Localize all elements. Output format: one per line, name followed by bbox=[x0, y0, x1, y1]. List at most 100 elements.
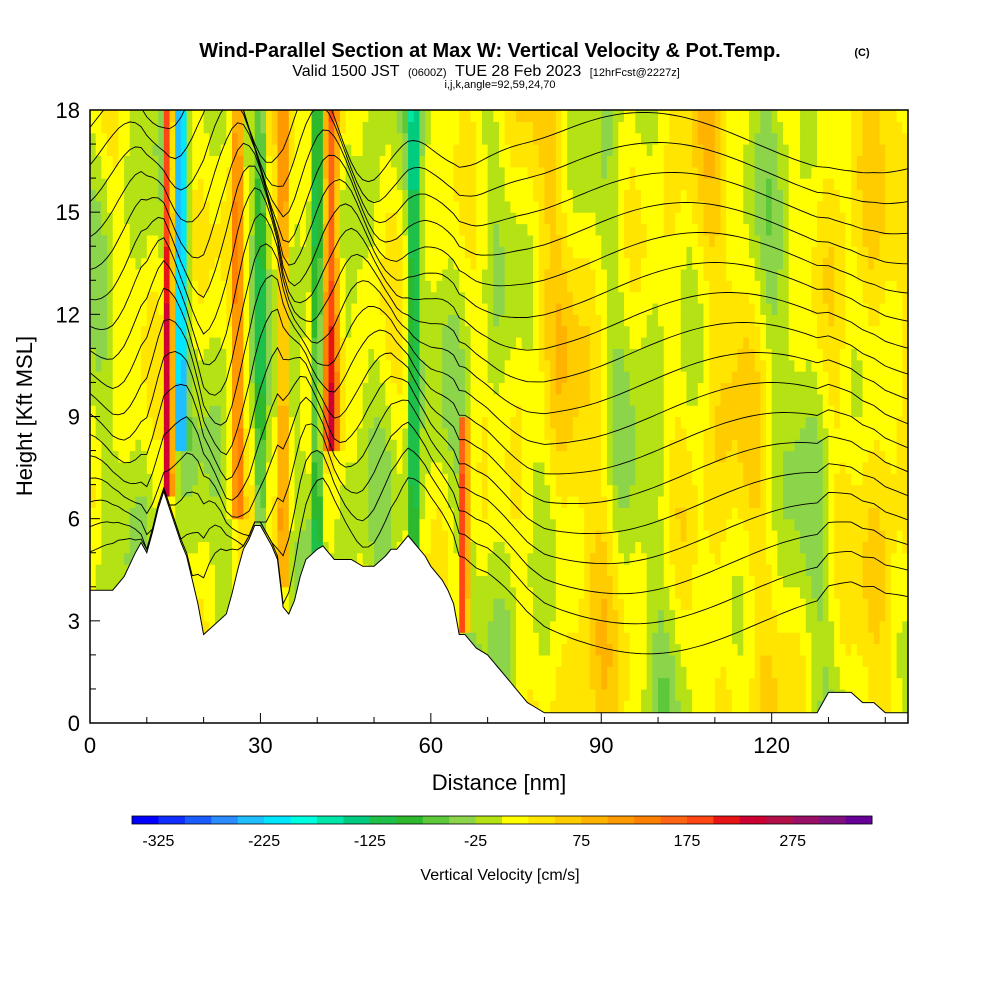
velocity-cell bbox=[209, 348, 216, 361]
velocity-cell bbox=[487, 314, 494, 327]
velocity-cell bbox=[516, 586, 523, 599]
velocity-cell bbox=[464, 223, 472, 236]
velocity-cell bbox=[254, 518, 262, 531]
velocity-cell bbox=[305, 212, 313, 225]
velocity-cell bbox=[101, 484, 108, 497]
velocity-cell bbox=[146, 110, 154, 122]
velocity-cell bbox=[163, 178, 171, 191]
velocity-cell bbox=[345, 473, 352, 486]
velocity-cell bbox=[356, 371, 364, 384]
velocity-cell bbox=[334, 337, 341, 349]
velocity-cell bbox=[334, 223, 341, 236]
velocity-cell bbox=[470, 223, 477, 236]
velocity-cell bbox=[95, 518, 102, 531]
velocity-cell bbox=[356, 416, 364, 429]
velocity-cell bbox=[555, 246, 563, 259]
velocity-cell bbox=[362, 178, 369, 191]
velocity-cell bbox=[396, 484, 404, 497]
velocity-cell bbox=[499, 484, 506, 497]
velocity-cell bbox=[510, 530, 517, 542]
velocity-cell bbox=[589, 246, 597, 259]
velocity-cell bbox=[339, 132, 347, 145]
velocity-cell bbox=[266, 507, 273, 520]
velocity-cell bbox=[447, 507, 455, 520]
velocity-cell bbox=[124, 450, 131, 463]
velocity-cell bbox=[481, 268, 489, 281]
velocity-cell bbox=[146, 382, 154, 395]
velocity-cell bbox=[197, 598, 205, 611]
velocity-cell bbox=[197, 110, 205, 122]
velocity-cell bbox=[561, 268, 568, 281]
velocity-cell bbox=[197, 518, 205, 531]
velocity-cell bbox=[442, 302, 449, 315]
velocity-cell bbox=[135, 530, 142, 542]
velocity-cell bbox=[516, 484, 523, 497]
velocity-cell bbox=[533, 416, 540, 429]
velocity-cell bbox=[430, 382, 438, 395]
velocity-cell bbox=[141, 439, 148, 452]
velocity-cell bbox=[476, 234, 483, 247]
velocity-cell bbox=[112, 280, 119, 293]
velocity-cell bbox=[561, 427, 568, 440]
velocity-cell bbox=[226, 450, 233, 463]
velocity-cell bbox=[169, 371, 176, 384]
velocity-cell bbox=[107, 427, 114, 440]
velocity-cell bbox=[584, 337, 591, 349]
velocity-cell bbox=[112, 178, 119, 191]
velocity-cell bbox=[567, 121, 574, 134]
velocity-cell bbox=[453, 586, 460, 599]
velocity-cell bbox=[317, 450, 324, 463]
velocity-cell bbox=[595, 291, 602, 304]
velocity-cell bbox=[209, 212, 216, 225]
velocity-cell bbox=[589, 598, 597, 611]
velocity-cell bbox=[430, 234, 438, 247]
velocity-cell bbox=[544, 234, 551, 247]
velocity-cell bbox=[521, 178, 528, 191]
velocity-cell bbox=[351, 257, 358, 270]
velocity-cell bbox=[567, 405, 574, 418]
velocity-cell bbox=[158, 382, 165, 395]
velocity-cell bbox=[220, 348, 227, 361]
velocity-cell bbox=[470, 121, 477, 134]
velocity-cell bbox=[226, 291, 233, 304]
velocity-cell bbox=[345, 541, 352, 554]
velocity-cell bbox=[584, 677, 591, 690]
velocity-cell bbox=[476, 598, 483, 611]
velocity-cell bbox=[538, 110, 546, 122]
velocity-cell bbox=[124, 427, 131, 440]
velocity-cell bbox=[464, 416, 472, 429]
velocity-cell bbox=[356, 302, 364, 315]
velocity-cell bbox=[561, 632, 568, 645]
velocity-cell bbox=[521, 677, 528, 690]
velocity-cell bbox=[374, 325, 381, 338]
velocity-cell bbox=[561, 302, 568, 315]
velocity-cell bbox=[197, 223, 205, 236]
velocity-cell bbox=[368, 461, 375, 474]
velocity-cell bbox=[141, 246, 148, 259]
velocity-cell bbox=[402, 302, 409, 315]
velocity-cell bbox=[544, 325, 551, 338]
velocity-cell bbox=[146, 280, 154, 293]
velocity-cell bbox=[197, 268, 205, 281]
velocity-cell bbox=[271, 461, 279, 474]
velocity-cell bbox=[555, 586, 563, 599]
velocity-cell bbox=[550, 393, 557, 406]
velocity-cell bbox=[595, 200, 602, 213]
velocity-cell bbox=[379, 461, 386, 474]
velocity-cell bbox=[152, 257, 159, 270]
velocity-cell bbox=[470, 541, 477, 554]
velocity-cell bbox=[249, 325, 256, 338]
velocity-cell bbox=[425, 507, 432, 520]
velocity-cell bbox=[90, 541, 97, 554]
velocity-cell bbox=[601, 144, 608, 157]
velocity-cell bbox=[288, 450, 296, 463]
velocity-cell bbox=[504, 461, 511, 474]
velocity-cell bbox=[408, 439, 415, 452]
velocity-cell bbox=[300, 189, 307, 202]
velocity-cell bbox=[521, 620, 528, 633]
velocity-cell bbox=[504, 393, 511, 406]
velocity-cell bbox=[578, 484, 585, 497]
velocity-cell bbox=[305, 189, 313, 202]
velocity-cell bbox=[453, 564, 460, 577]
velocity-cell bbox=[271, 427, 279, 440]
